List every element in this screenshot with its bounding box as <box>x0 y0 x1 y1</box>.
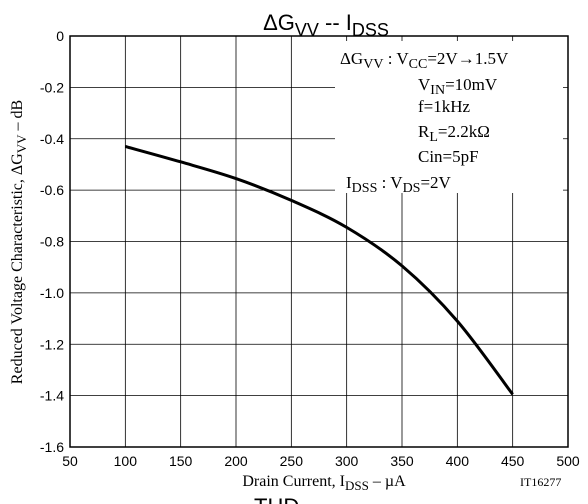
title-sub2: DSS <box>352 20 389 40</box>
plot-frame <box>69 35 569 448</box>
y-tick-label: -0.8 <box>40 234 64 250</box>
annotation-line-4: RL=2.2kΩ <box>418 122 490 145</box>
annotation-line-2: VIN=10mV <box>418 75 498 98</box>
y-tick-label: -1.0 <box>40 285 64 301</box>
y-tick-labels: 0 -0.2 -0.4 -0.6 -0.8 -1.0 -1.2 -1.4 -1.6 <box>40 28 64 455</box>
x-tick-label: 400 <box>446 453 470 469</box>
x-tick-label: 100 <box>114 453 138 469</box>
y-tick-label: -0.6 <box>40 182 64 198</box>
y-tick-label: -0.4 <box>40 131 64 147</box>
annotation-background <box>335 41 563 193</box>
figure-code: IT16277 <box>520 475 561 489</box>
y-tick-label: -1.6 <box>40 439 64 455</box>
y-tick-label: -0.2 <box>40 79 64 95</box>
annotation-line-6: IDSS : VDS=2V <box>346 173 452 196</box>
x-tick-label: 50 <box>62 453 78 469</box>
x-tick-label: 500 <box>556 453 580 469</box>
x-tick-label: 350 <box>390 453 414 469</box>
y-axis-label: Reduced Voltage Characteristic, ΔGVV – d… <box>9 100 29 384</box>
chart-title: ΔGVV -- IDSS <box>263 10 389 40</box>
title-sub: VV <box>295 20 319 40</box>
y-tick-label: -1.4 <box>40 388 64 404</box>
annotation-line-3: f=1kHz <box>418 97 471 116</box>
x-axis-label: Drain Current, IDSS – µA <box>242 473 406 493</box>
annotation-line-5: Cin=5pF <box>418 147 479 166</box>
bottom-cut-text: THD – ... <box>254 494 342 504</box>
x-tick-label: 250 <box>280 453 304 469</box>
title-prefix: ΔG <box>263 10 295 35</box>
y-tick-label: 0 <box>56 28 64 44</box>
x-tick-label: 150 <box>169 453 193 469</box>
annotation-line-1: ΔGVV : VCC=2V→1.5V <box>340 49 509 72</box>
y-tick-label: -1.2 <box>40 336 64 352</box>
x-tick-label: 200 <box>224 453 248 469</box>
x-tick-labels: 50 100 150 200 250 300 350 400 450 500 <box>62 453 580 469</box>
title-mid: -- I <box>319 10 352 35</box>
x-tick-label: 300 <box>335 453 359 469</box>
series-line <box>124 145 514 396</box>
x-tick-label: 450 <box>501 453 525 469</box>
